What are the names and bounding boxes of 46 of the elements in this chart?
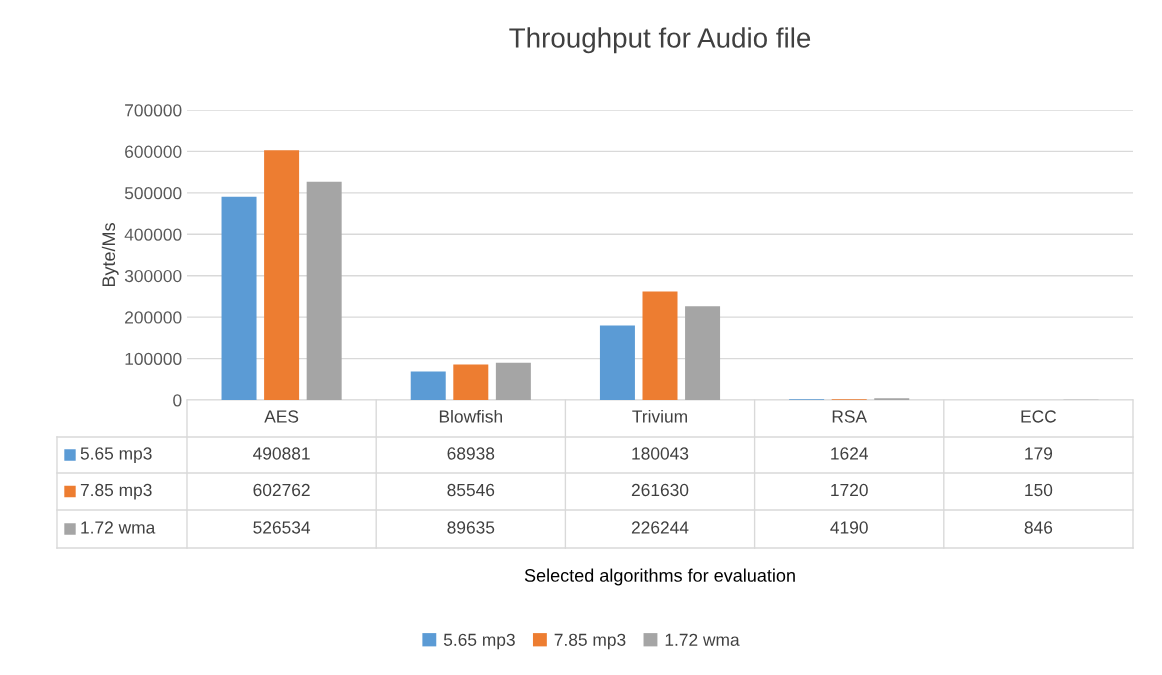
- x-tick-label: RSA: [832, 410, 868, 423]
- chart-title: Throughput for Audio file: [509, 27, 811, 54]
- data-label: 261630: [631, 483, 689, 497]
- y-axis-title: Byte/Ms: [101, 223, 119, 287]
- data-label: 490881: [253, 447, 310, 460]
- text: 5.65 mp3: [443, 633, 515, 650]
- data-label: 89635: [447, 521, 495, 534]
- y-tick-label: 200000: [125, 311, 182, 324]
- y-tick-label: 600000: [125, 145, 182, 158]
- data-label: 180043: [632, 447, 689, 460]
- x-tick-label: Trivium: [632, 409, 687, 423]
- data-label: 68938: [447, 447, 495, 460]
- bar: [410, 371, 446, 400]
- y-tick-label: 400000: [124, 228, 182, 241]
- data-label: 846: [1024, 521, 1053, 534]
- legend-label: 7.85 mp3: [80, 483, 152, 500]
- y-tick-label: 300000: [124, 269, 182, 283]
- data-label: 85546: [447, 483, 495, 497]
- bar: [495, 362, 531, 400]
- y-tick-label: 100000: [125, 352, 182, 366]
- x-tick-label: Blowfish: [439, 409, 502, 423]
- data-label: 1624: [831, 447, 868, 460]
- text: 1.72 wma: [665, 633, 740, 646]
- x-tick-label: ECC: [1021, 410, 1057, 423]
- bar: [453, 364, 489, 400]
- bar: [685, 306, 721, 400]
- data-label: 4190: [830, 521, 868, 534]
- data-label: 179: [1025, 447, 1053, 460]
- data-label: 602762: [253, 483, 310, 497]
- data-label: 226244: [631, 521, 689, 534]
- data-label: 150: [1025, 483, 1053, 497]
- bar: [306, 181, 342, 400]
- y-tick-label: 0: [173, 394, 182, 407]
- y-tick-label: 700000: [125, 104, 182, 117]
- legend-label: 5.65 mp3: [80, 447, 152, 464]
- data-label: 526534: [253, 521, 311, 534]
- bar: [221, 196, 257, 400]
- bar: [264, 150, 300, 400]
- data-label: 1720: [831, 483, 868, 497]
- text: 7.85 mp3: [554, 633, 626, 650]
- y-tick-label: 500000: [124, 187, 182, 200]
- text: Selected algorithms for evaluation: [524, 568, 795, 586]
- legend-label: 1.72 wma: [81, 521, 156, 534]
- bar: [642, 291, 678, 400]
- x-tick-label: AES: [264, 410, 299, 423]
- bar: [599, 325, 635, 400]
